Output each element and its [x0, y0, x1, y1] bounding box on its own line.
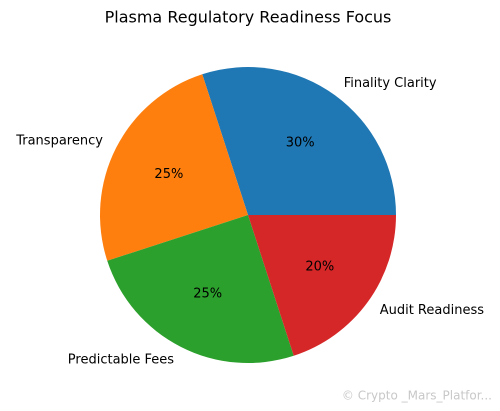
pie-slice — [107, 215, 294, 364]
slice-label: Transparency — [15, 134, 103, 149]
value-label: 30% — [286, 136, 315, 151]
value-label: 25% — [193, 287, 222, 302]
watermark: © Crypto _Mars_Platfor... — [342, 389, 492, 403]
pie-slice — [248, 215, 396, 356]
pie-slice — [202, 66, 396, 215]
value-label: 20% — [305, 260, 334, 275]
value-label: 25% — [154, 167, 183, 182]
slice-label: Predictable Fees — [68, 353, 174, 368]
slice-label: Audit Readiness — [380, 303, 485, 318]
pie-slice — [100, 74, 248, 261]
chart-title: Plasma Regulatory Readiness Focus — [105, 8, 392, 27]
slice-label: Finality Clarity — [344, 76, 437, 91]
